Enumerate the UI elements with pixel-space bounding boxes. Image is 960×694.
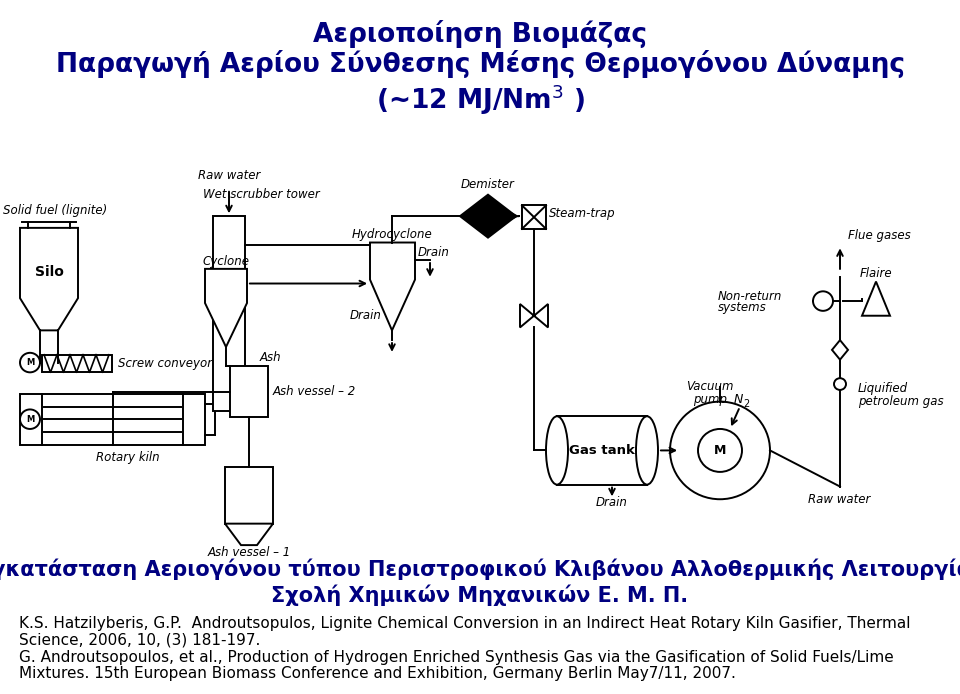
Text: Rotary kiln: Rotary kiln	[96, 451, 159, 464]
Text: Raw water: Raw water	[198, 169, 260, 182]
Polygon shape	[520, 304, 548, 328]
Text: petroleum gas: petroleum gas	[858, 395, 944, 408]
Polygon shape	[370, 242, 415, 330]
Text: M: M	[714, 444, 726, 457]
Bar	[522, 205, 546, 229]
Text: Raw water: Raw water	[808, 493, 871, 506]
Polygon shape	[205, 269, 247, 347]
Text: Silo: Silo	[35, 265, 63, 279]
Polygon shape	[20, 228, 78, 330]
Bar	[557, 416, 647, 484]
Text: Science, 2006, 10, (3) 181-197.: Science, 2006, 10, (3) 181-197.	[19, 633, 260, 648]
Circle shape	[670, 402, 770, 499]
Circle shape	[813, 291, 833, 311]
Ellipse shape	[636, 416, 658, 484]
Text: Demister: Demister	[461, 178, 515, 192]
Text: Hydrocyclone: Hydrocyclone	[351, 228, 432, 242]
Text: Solid fuel (lignite): Solid fuel (lignite)	[3, 204, 108, 217]
Circle shape	[698, 429, 742, 472]
Ellipse shape	[546, 416, 568, 484]
Text: Drain: Drain	[418, 246, 450, 259]
Polygon shape	[225, 524, 273, 545]
Bar	[42, 355, 112, 373]
Text: Παραγωγή Αερίου Σύνθεσης Μέσης Θερμογόνου Δύναμης: Παραγωγή Αερίου Σύνθεσης Μέσης Θερμογόνο…	[56, 51, 904, 78]
Polygon shape	[832, 340, 848, 359]
Text: Flue gases: Flue gases	[848, 229, 911, 242]
Bar	[230, 366, 268, 417]
Polygon shape	[460, 195, 516, 237]
Text: M: M	[26, 358, 35, 367]
Text: Vacuum: Vacuum	[686, 380, 733, 393]
Text: Σχολή Χημικών Μηχανικών Ε. Μ. Π.: Σχολή Χημικών Μηχανικών Ε. Μ. Π.	[272, 584, 688, 606]
Text: Αεριοποίηση Βιομάζας: Αεριοποίηση Βιομάζας	[313, 20, 647, 48]
Circle shape	[20, 409, 40, 429]
Bar	[20, 393, 205, 445]
Text: (~12 MJ/Nm$^{3}$ ): (~12 MJ/Nm$^{3}$ )	[375, 83, 585, 117]
Text: Ash vessel – 2: Ash vessel – 2	[273, 385, 356, 398]
Text: G. Androutsopoulos, et al., Production of Hydrogen Enriched Synthesis Gas via th: G. Androutsopoulos, et al., Production o…	[19, 650, 894, 665]
Text: Screw conveyor: Screw conveyor	[118, 357, 212, 370]
Text: N: N	[733, 393, 743, 406]
Text: Ash vessel – 1: Ash vessel – 1	[207, 546, 291, 559]
Text: Steam-trap: Steam-trap	[549, 207, 615, 220]
Text: M: M	[26, 415, 35, 424]
Text: Wet scrubber tower: Wet scrubber tower	[203, 188, 320, 201]
Text: Εγκατάσταση Αεριογόνου τύπου Περιστροφικού Κλιβάνου Αλλοθερμικής Λειτουργίας: Εγκατάσταση Αεριογόνου τύπου Περιστροφικ…	[0, 559, 960, 580]
Text: systems: systems	[718, 301, 767, 314]
Bar	[225, 467, 273, 524]
Bar	[213, 216, 245, 412]
Circle shape	[20, 353, 40, 373]
Text: Ash: Ash	[260, 351, 281, 364]
Text: Flaire: Flaire	[860, 267, 892, 280]
Text: Liquified: Liquified	[858, 382, 908, 396]
Text: Cyclone: Cyclone	[203, 255, 250, 268]
Text: Gas tank: Gas tank	[569, 444, 635, 457]
Circle shape	[834, 378, 846, 390]
Text: Drain: Drain	[350, 310, 382, 322]
Text: pump: pump	[693, 393, 727, 406]
Polygon shape	[862, 282, 890, 316]
Text: Drain: Drain	[596, 496, 628, 509]
Text: 2: 2	[743, 398, 749, 409]
Text: Mixtures. 15th European Biomass Conference and Exhibition, Germany Berlin May7/1: Mixtures. 15th European Biomass Conferen…	[19, 666, 736, 682]
Text: Non-return: Non-return	[718, 289, 782, 303]
Text: K.S. Hatzilyberis, G.P.  Androutsopulos, Lignite Chemical Conversion in an Indir: K.S. Hatzilyberis, G.P. Androutsopulos, …	[19, 616, 911, 631]
